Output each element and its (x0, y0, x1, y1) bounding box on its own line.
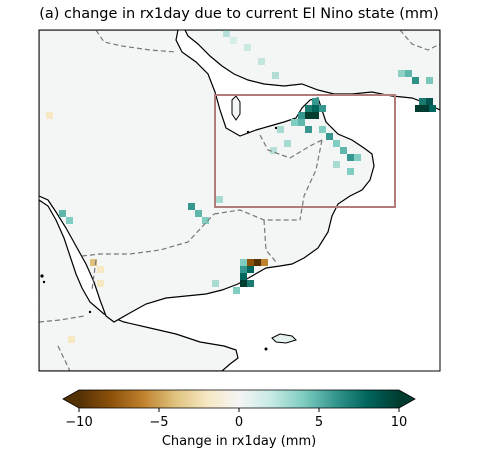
colorbar-tick-label: 10 (390, 415, 408, 430)
colorbar-tick-label: −10 (65, 415, 93, 430)
colorbar-label: Change in rx1day (mm) (161, 434, 317, 449)
qatar-peninsula (231, 95, 241, 121)
colorbar-ticks (78, 408, 400, 412)
map-frame (38, 29, 441, 372)
map-area (39, 30, 440, 371)
colorbar-tick-label: 5 (314, 415, 324, 430)
socotra-island (271, 333, 297, 344)
colorbar-tick-label: −5 (149, 415, 169, 430)
coast-dots (40, 126, 278, 314)
dry-anomaly-cells (46, 112, 268, 343)
country-borders (39, 30, 440, 371)
arabia-landmass (39, 30, 375, 323)
colorbar (62, 389, 416, 412)
map-title: (a) change in rx1day due to current El N… (39, 6, 439, 22)
colorbar-tick-label: 0 (234, 415, 244, 430)
africa-landmass (39, 199, 239, 371)
small-island (264, 347, 268, 351)
colorbar-extend-low (63, 390, 79, 408)
anomaly-cells (59, 30, 436, 294)
colorbar-extend-high (399, 390, 415, 408)
colorbar-gradient (79, 390, 399, 408)
study-region-box (214, 94, 396, 208)
